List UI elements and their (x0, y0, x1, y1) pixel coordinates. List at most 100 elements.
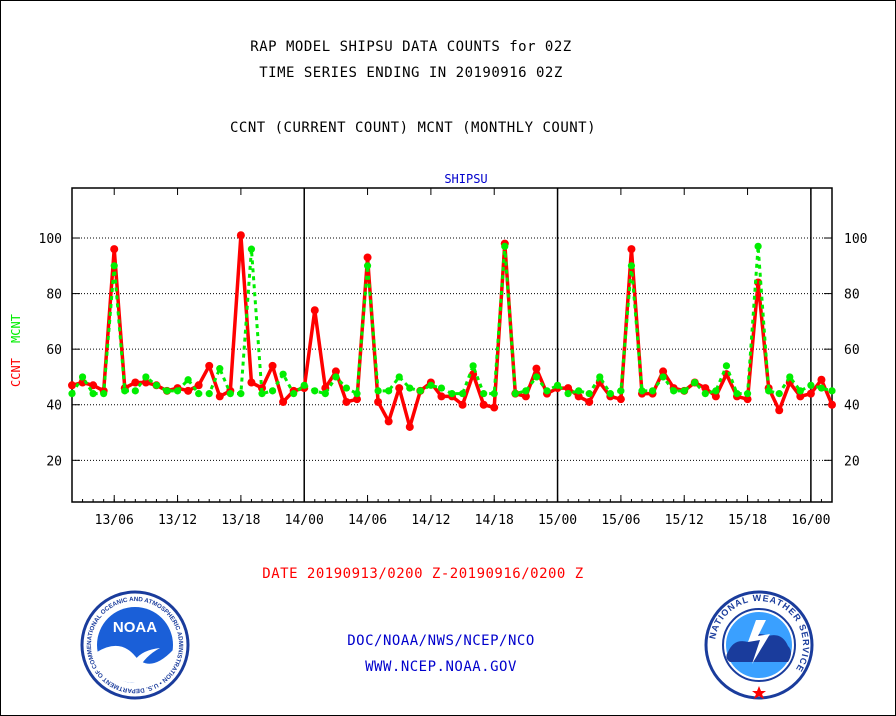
data-point-mcnt (237, 390, 245, 398)
data-point-mcnt (216, 365, 224, 373)
data-point-ccnt (775, 406, 784, 415)
y-tick-label-left: 60 (46, 343, 62, 358)
data-point-mcnt (480, 390, 488, 398)
x-tick-label: 14/12 (411, 513, 450, 528)
data-point-ccnt (374, 397, 383, 406)
data-point-ccnt (68, 381, 76, 390)
x-tick-label: 15/18 (728, 513, 767, 528)
noaa-logo: NOAA NATIONAL OCEANIC AND ATMOSPHERIC AD… (80, 590, 190, 700)
data-point-ccnt (479, 400, 488, 409)
data-point-mcnt (131, 387, 139, 395)
x-tick-label: 14/06 (348, 513, 387, 528)
data-point-mcnt (279, 370, 287, 378)
x-tick-label: 15/06 (601, 513, 640, 528)
data-point-ccnt (574, 392, 583, 401)
data-point-mcnt (290, 390, 298, 398)
data-point-mcnt (596, 373, 604, 381)
data-point-ccnt (743, 395, 752, 404)
plot-title: SHIPSU (444, 172, 487, 186)
data-point-ccnt (585, 397, 594, 406)
data-point-ccnt (268, 361, 277, 370)
data-point-mcnt (385, 387, 393, 395)
x-tick-label: 13/18 (221, 513, 260, 528)
data-point-mcnt (775, 390, 783, 398)
data-point-ccnt (817, 375, 826, 384)
y-tick-label-left: 80 (46, 288, 62, 303)
website-link[interactable]: WWW.NCEP.NOAA.GOV (365, 659, 517, 675)
data-point-mcnt (564, 390, 572, 398)
x-tick-label: 13/06 (95, 513, 134, 528)
data-point-mcnt (142, 373, 150, 381)
data-point-mcnt (575, 387, 583, 395)
data-point-ccnt (405, 422, 414, 431)
data-point-mcnt (691, 378, 699, 387)
data-point-mcnt (311, 387, 319, 395)
data-point-ccnt (490, 403, 499, 412)
x-tick-label: 13/12 (158, 513, 197, 528)
data-point-mcnt (374, 387, 382, 395)
data-point-mcnt (511, 390, 519, 398)
data-point-mcnt (342, 384, 351, 392)
data-point-mcnt (712, 387, 720, 395)
data-point-ccnt (828, 400, 836, 409)
data-point-mcnt (195, 390, 203, 398)
y-tick-label-right: 20 (844, 454, 860, 469)
data-point-ccnt (458, 400, 467, 409)
data-point-mcnt (89, 390, 97, 398)
data-point-ccnt (184, 386, 193, 395)
data-point-mcnt (406, 384, 414, 392)
data-point-mcnt (817, 384, 826, 392)
x-tick-label: 14/18 (475, 513, 514, 528)
data-point-mcnt (796, 387, 804, 395)
data-point-ccnt (331, 367, 340, 376)
data-point-mcnt (121, 387, 129, 395)
x-tick-label: 15/00 (538, 513, 577, 528)
data-point-mcnt (258, 390, 266, 398)
data-point-ccnt (110, 245, 119, 254)
data-point-mcnt (522, 387, 530, 395)
data-point-mcnt (448, 390, 456, 398)
data-point-ccnt (131, 378, 140, 387)
data-point-ccnt (616, 395, 625, 404)
data-point-mcnt (300, 381, 308, 389)
data-point-ccnt (701, 384, 710, 393)
title-line-1: RAP MODEL SHIPSU DATA COUNTS for 02Z (250, 39, 572, 55)
data-point-ccnt (236, 231, 245, 240)
data-point-ccnt (342, 397, 351, 406)
data-point-ccnt (215, 392, 224, 401)
data-point-mcnt (765, 387, 773, 395)
plot-frame (71, 187, 833, 503)
data-point-ccnt (395, 384, 404, 393)
y-tick-label-right: 40 (844, 399, 860, 414)
data-point-ccnt (627, 245, 636, 254)
data-point-mcnt (163, 387, 171, 395)
data-point-ccnt (796, 392, 805, 401)
data-point-mcnt (617, 387, 625, 395)
data-point-mcnt (416, 387, 424, 395)
data-point-ccnt (659, 367, 668, 376)
y-tick-label-left: 40 (46, 399, 62, 414)
y-tick-label-right: 80 (844, 288, 860, 303)
data-point-ccnt (532, 364, 541, 373)
noaa-logo-text: NOAA (113, 619, 157, 636)
data-point-ccnt (89, 381, 98, 390)
data-point-ccnt (141, 378, 150, 387)
data-point-mcnt (184, 376, 192, 384)
data-point-mcnt (427, 381, 435, 389)
data-point-mcnt (648, 387, 657, 395)
title-line-2: TIME SERIES ENDING IN 20190916 02Z (259, 65, 563, 81)
date-range-label: DATE 20190913/0200 Z-20190916/0200 Z (262, 566, 584, 582)
data-point-mcnt (353, 390, 361, 398)
title-line-3: CCNT (CURRENT COUNT) MCNT (MONTHLY COUNT… (229, 120, 597, 136)
data-point-mcnt (532, 373, 541, 381)
data-point-mcnt (659, 373, 667, 381)
data-point-ccnt (279, 397, 288, 406)
data-point-mcnt (247, 245, 256, 253)
y-tick-label-left: 100 (39, 232, 62, 247)
data-point-mcnt (332, 373, 340, 381)
y-tick-label-right: 100 (844, 232, 867, 247)
data-point-mcnt (680, 387, 688, 395)
data-point-mcnt (205, 390, 213, 398)
x-tick-label: 16/00 (791, 513, 830, 528)
data-point-mcnt (701, 390, 709, 398)
